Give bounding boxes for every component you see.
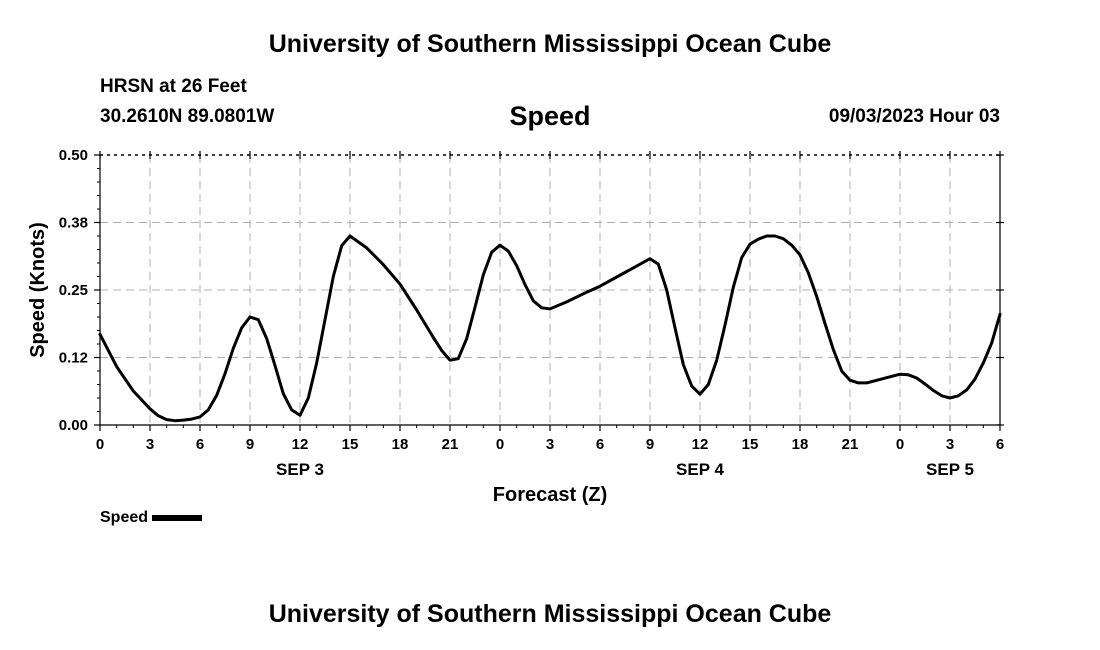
x-tick-label: 21 <box>442 436 459 453</box>
x-tick-label: 0 <box>496 436 504 453</box>
chart-title: Speed <box>509 101 591 131</box>
x-axis-title: Forecast (Z) <box>493 484 607 506</box>
x-tick-label: 3 <box>546 436 554 453</box>
x-tick-label: 9 <box>246 436 254 453</box>
x-tick-label: 0 <box>96 436 104 453</box>
x-tick-label: 15 <box>742 436 759 453</box>
x-tick-label: 3 <box>146 436 154 453</box>
x-tick-label: 9 <box>646 436 654 453</box>
x-tick-label: 18 <box>792 436 809 453</box>
y-axis-title: Speed (Knots) <box>27 222 49 358</box>
date-label: SEP 5 <box>926 460 974 479</box>
x-tick-label: 6 <box>596 436 604 453</box>
x-tick-label: 0 <box>896 436 904 453</box>
y-tick-label: 0.25 <box>59 282 88 299</box>
date-label: SEP 3 <box>276 460 324 479</box>
axis-labels: 0 3 6 9 12 15 18 21 0 3 6 9 12 15 18 21 0 3 6 0.00 0.12 0.25 0… <box>27 147 1004 506</box>
legend: Speed <box>100 509 203 527</box>
grid <box>100 155 1000 425</box>
x-tick-label: 15 <box>342 436 359 453</box>
x-tick-label: 12 <box>692 436 709 453</box>
series-layer <box>98 234 1002 423</box>
y-tick-label: 0.38 <box>59 215 88 232</box>
legend-swatch <box>152 515 203 521</box>
y-tick-label: 0.50 <box>59 147 88 164</box>
y-tick-label: 0.12 <box>59 350 88 367</box>
legend-label: Speed <box>100 509 149 526</box>
coordinates-label: 30.2610N 89.0801W <box>100 106 275 127</box>
x-tick-label: 12 <box>292 436 309 453</box>
x-tick-label: 6 <box>996 436 1004 453</box>
axes <box>94 151 1004 431</box>
x-tick-label: 21 <box>842 436 859 453</box>
datetime-label: 09/03/2023 Hour 03 <box>828 106 1000 127</box>
station-label: HRSN at 26 Feet <box>100 76 247 97</box>
x-tick-label: 3 <box>946 436 954 453</box>
date-label: SEP 4 <box>676 460 724 479</box>
x-tick-label: 18 <box>392 436 409 453</box>
page-title: University of Southern Mississippi Ocean… <box>268 30 832 58</box>
y-tick-label: 0.00 <box>59 417 88 434</box>
speed-series-line <box>98 234 1002 423</box>
footer-title: University of Southern Mississippi Ocean… <box>268 600 832 628</box>
x-tick-label: 6 <box>196 436 204 453</box>
